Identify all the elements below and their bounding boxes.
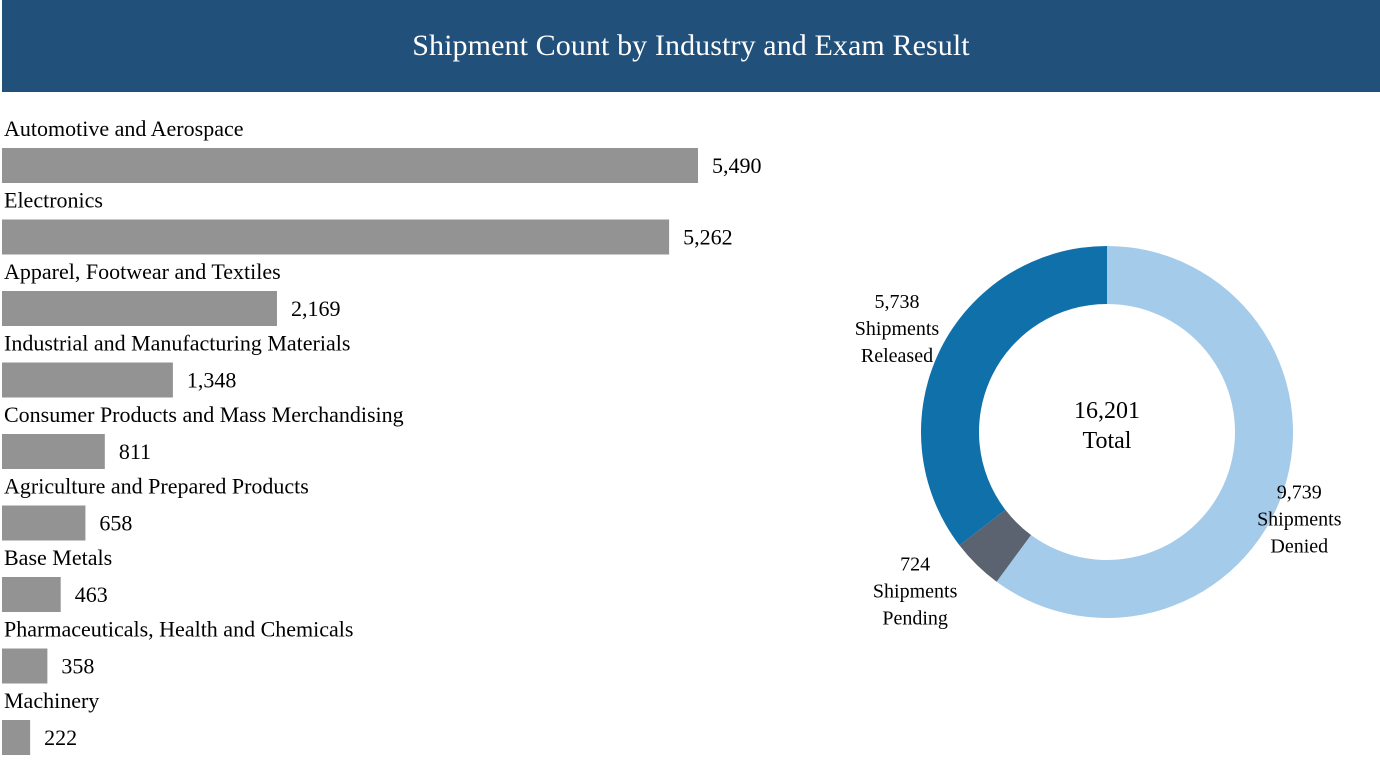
donut-slice-label-line1: Shipments (1257, 509, 1342, 531)
donut-slice-value-label: 724 (900, 553, 930, 575)
bar (2, 505, 86, 541)
bar-value-label: 2,169 (291, 296, 341, 321)
bar-category-label: Consumer Products and Mass Merchandising (4, 402, 404, 427)
donut-slice-released (921, 246, 1107, 546)
donut-slice-pending (959, 509, 1032, 582)
donut-slice-label-line2: Released (861, 345, 933, 367)
donut-slice-label-line1: Shipments (873, 580, 958, 602)
donut-slice-label-line1: Shipments (855, 318, 940, 340)
bar-value-label: 463 (75, 582, 108, 607)
bar-value-label: 222 (44, 725, 77, 750)
bar (2, 362, 173, 398)
bar (2, 648, 48, 684)
chart-header: Shipment Count by Industry and Exam Resu… (2, 0, 1380, 92)
industry-bar-chart: Automotive and Aerospace 5,490 Electronics… (2, 116, 762, 755)
bar-category-label: Industrial and Manufacturing Materials (4, 331, 350, 356)
bar-value-label: 5,262 (683, 225, 733, 250)
page-title: Shipment Count by Industry and Exam Resu… (412, 29, 970, 62)
donut-slice-denied (996, 246, 1293, 618)
bar-category-label: Apparel, Footwear and Textiles (4, 259, 281, 284)
bar-category-label: Machinery (4, 688, 99, 713)
bar-value-label: 5,490 (712, 153, 762, 178)
donut-slice-value-label: 5,738 (875, 291, 920, 313)
bar-category-label: Base Metals (4, 545, 112, 570)
donut-slice-value-label: 9,739 (1277, 482, 1322, 504)
bar-category-label: Automotive and Aerospace (4, 116, 244, 141)
bar (2, 577, 61, 612)
bar (2, 291, 277, 326)
donut-slice-label-line2: Pending (882, 607, 948, 629)
bar-category-label: Agriculture and Prepared Products (4, 474, 309, 499)
bar (2, 219, 670, 255)
bar (2, 434, 105, 469)
bar-category-label: Pharmaceuticals, Health and Chemicals (4, 617, 353, 642)
donut-total-label: Total (1083, 428, 1132, 454)
bar-category-label: Electronics (4, 188, 103, 213)
bar-value-label: 358 (61, 654, 94, 679)
bar (2, 720, 31, 755)
exam-result-donut-chart: 16,201 Total 9,739 Shipments Denied 724 Shipme… (855, 246, 1342, 629)
bar (2, 148, 698, 183)
bar-value-label: 811 (119, 439, 151, 464)
bar-value-label: 1,348 (187, 368, 237, 393)
donut-slice-label-line2: Denied (1270, 536, 1328, 558)
donut-total-value: 16,201 (1074, 398, 1140, 424)
bar-value-label: 658 (99, 511, 132, 536)
